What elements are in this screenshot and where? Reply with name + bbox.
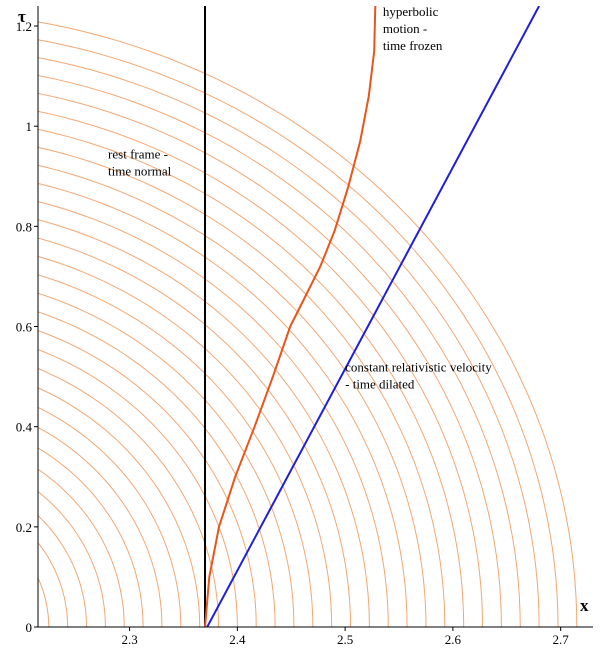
background-arc — [38, 490, 106, 627]
background-arc — [38, 541, 69, 627]
series-line-constant-velocity — [206, 6, 540, 627]
background-arc — [38, 255, 333, 627]
x-tick-label: 2.5 — [337, 632, 353, 647]
annotation-line: time frozen — [383, 38, 443, 53]
background-arc — [38, 387, 201, 627]
y-tick-label: 1.2 — [16, 19, 32, 34]
background-arc — [38, 368, 219, 627]
series-line-hyperbolic — [204, 6, 377, 627]
background-arc — [38, 219, 370, 627]
background-arc — [38, 110, 483, 627]
background-arcs — [38, 21, 578, 627]
y-tick-label: 0.8 — [16, 219, 32, 234]
x-tick-label: 2.4 — [229, 632, 246, 647]
y-tick-label: 1 — [26, 119, 33, 134]
background-arc — [38, 237, 351, 627]
background-arc — [38, 21, 578, 627]
y-tick-label: 0.4 — [16, 420, 33, 435]
x-tick-label: 2.3 — [121, 632, 137, 647]
annotation-constant-velocity: constant relativistic velocity - time dil… — [345, 360, 492, 392]
x-tick-label: 2.7 — [553, 632, 570, 647]
background-arc — [38, 292, 295, 627]
annotation-line: - time dilated — [345, 377, 415, 392]
background-arc — [38, 348, 238, 627]
annotation-line: hyperbolic — [383, 4, 439, 19]
annotation-line: rest frame - — [108, 147, 168, 162]
background-arc — [38, 330, 257, 627]
background-arc — [38, 468, 125, 627]
x-tick-label: 2.6 — [445, 632, 462, 647]
background-arc — [38, 92, 502, 627]
background-arc — [38, 426, 163, 627]
annotation-rest: rest frame - time normal — [108, 147, 172, 179]
annotation-hyperbolic: hyperbolic motion - time frozen — [383, 4, 443, 53]
background-arc — [38, 514, 87, 627]
series-layer — [204, 6, 540, 627]
background-arc — [38, 576, 50, 627]
background-arc — [38, 128, 465, 627]
annotations: rest frame - time normal hyperbolic motion … — [108, 4, 492, 392]
labels: τ x — [18, 7, 589, 615]
background-arc — [38, 201, 389, 627]
annotation-line: motion - — [383, 21, 427, 36]
axes: 2.3 2.4 2.5 2.6 2.7 0 0.2 0.4 0.6 0.8 1 1.2 — [16, 6, 593, 647]
background-arc — [38, 57, 540, 627]
x-axis-label: x — [580, 596, 589, 615]
background-arc — [38, 39, 559, 627]
annotation-line: constant relativistic velocity — [345, 360, 492, 375]
background-arc — [38, 311, 276, 627]
y-tick-label: 0.2 — [16, 520, 32, 535]
background-arc — [38, 274, 314, 627]
background-arc — [38, 182, 408, 627]
background-arc — [38, 75, 521, 627]
background-arc — [38, 406, 182, 627]
background-arc — [38, 146, 446, 627]
y-axis-label: τ — [18, 7, 26, 26]
annotation-line: time normal — [108, 164, 172, 179]
background-arc — [38, 164, 427, 627]
y-tick-label: 0.6 — [16, 320, 33, 335]
background-arc — [38, 447, 144, 627]
y-tick-label: 0 — [26, 620, 33, 635]
